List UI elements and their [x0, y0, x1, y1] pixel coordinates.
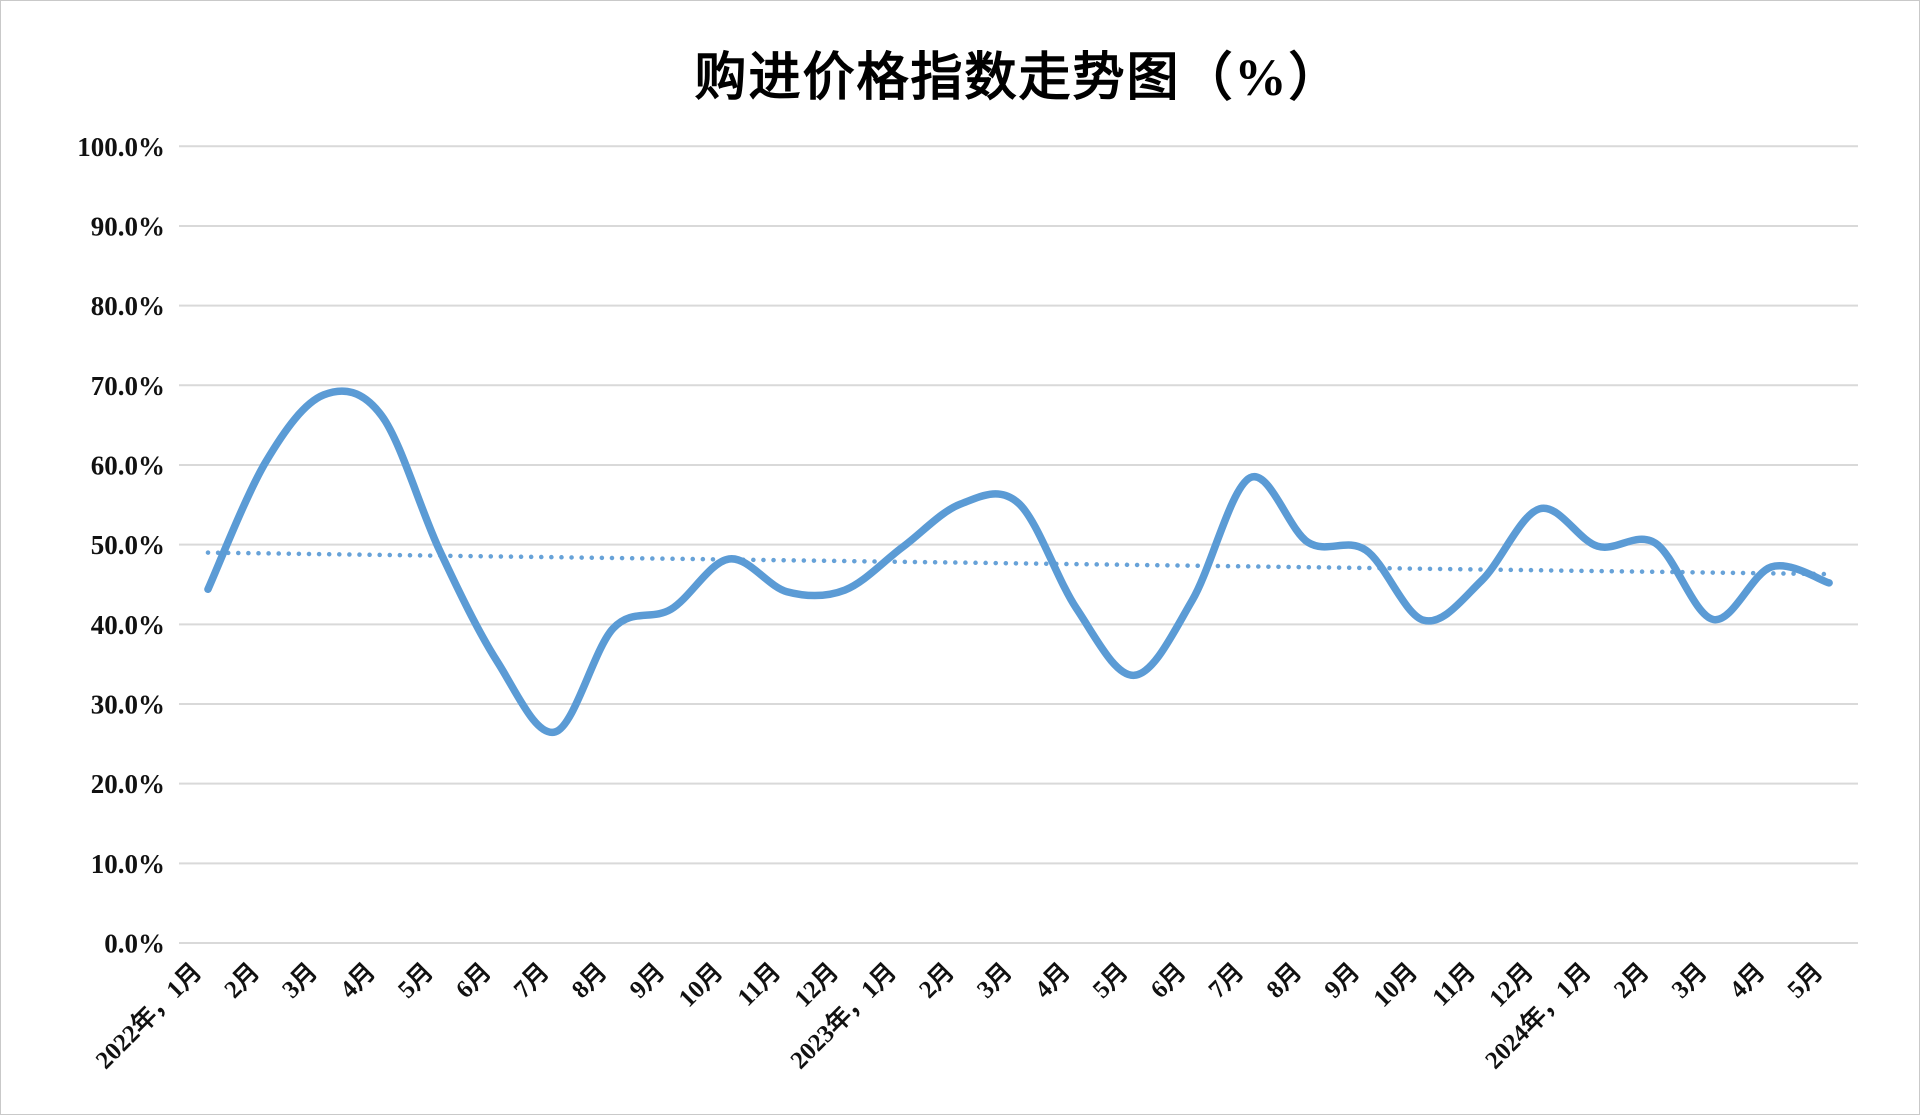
- y-axis-tick-label: 0.0%: [104, 929, 165, 959]
- chart-title: 购进价格指数走势图（%）: [694, 50, 1343, 107]
- y-axis-tick-label: 70.0%: [91, 371, 165, 401]
- y-axis-tick-label: 100.0%: [77, 132, 165, 162]
- x-axis-tick-label: 8月: [567, 958, 613, 1004]
- y-axis-tick-label: 80.0%: [91, 291, 165, 321]
- y-axis-tick-label: 20.0%: [91, 769, 165, 799]
- x-axis-tick-label: 10月: [674, 958, 728, 1012]
- y-axis-tick-label: 90.0%: [91, 211, 165, 241]
- x-axis-tick-label: 3月: [972, 958, 1018, 1004]
- x-axis-tick-label: 10月: [1369, 958, 1423, 1012]
- x-axis-tick-label: 2月: [1609, 958, 1655, 1004]
- x-axis-tick-label: 3月: [277, 958, 323, 1004]
- y-axis-tick-label: 50.0%: [91, 530, 165, 560]
- x-axis-tick-label: 6月: [1146, 958, 1192, 1004]
- x-axis-tick-label: 9月: [625, 958, 671, 1004]
- x-axis-tick-label: 11月: [1427, 958, 1480, 1011]
- x-axis-tick-label: 2月: [914, 958, 960, 1004]
- x-axis-tick-label: 8月: [1262, 958, 1308, 1004]
- x-axis-tick-label: 2月: [219, 958, 265, 1004]
- x-axis-tick-label: 5月: [1088, 958, 1134, 1004]
- x-axis-tick-label: 2022年，1月: [89, 957, 207, 1075]
- y-axis-tick-label: 30.0%: [91, 689, 165, 719]
- x-axis-tick-label: 7月: [509, 958, 555, 1004]
- x-axis-tick-label: 4月: [335, 958, 381, 1004]
- x-axis-tick-label: 6月: [451, 958, 497, 1004]
- y-axis-tick-label: 40.0%: [91, 610, 165, 640]
- x-axis-tick-label: 4月: [1030, 958, 1076, 1004]
- x-axis-tick-label: 5月: [1783, 958, 1829, 1004]
- x-axis-tick-label: 11月: [733, 958, 786, 1011]
- x-axis-tick-label: 2023年，1月: [784, 957, 902, 1075]
- x-axis-tick-label: 2024年，1月: [1479, 957, 1597, 1075]
- x-axis-tick-label: 3月: [1667, 958, 1713, 1004]
- series-line: [204, 387, 1833, 736]
- y-axis-tick-label: 10.0%: [91, 849, 165, 879]
- x-axis-tick-label: 7月: [1204, 958, 1250, 1004]
- x-axis-tick-label: 9月: [1320, 958, 1366, 1004]
- x-axis-tick-label: 4月: [1725, 958, 1771, 1004]
- x-axis-tick-label: 5月: [393, 958, 439, 1004]
- y-axis-tick-label: 60.0%: [91, 450, 165, 480]
